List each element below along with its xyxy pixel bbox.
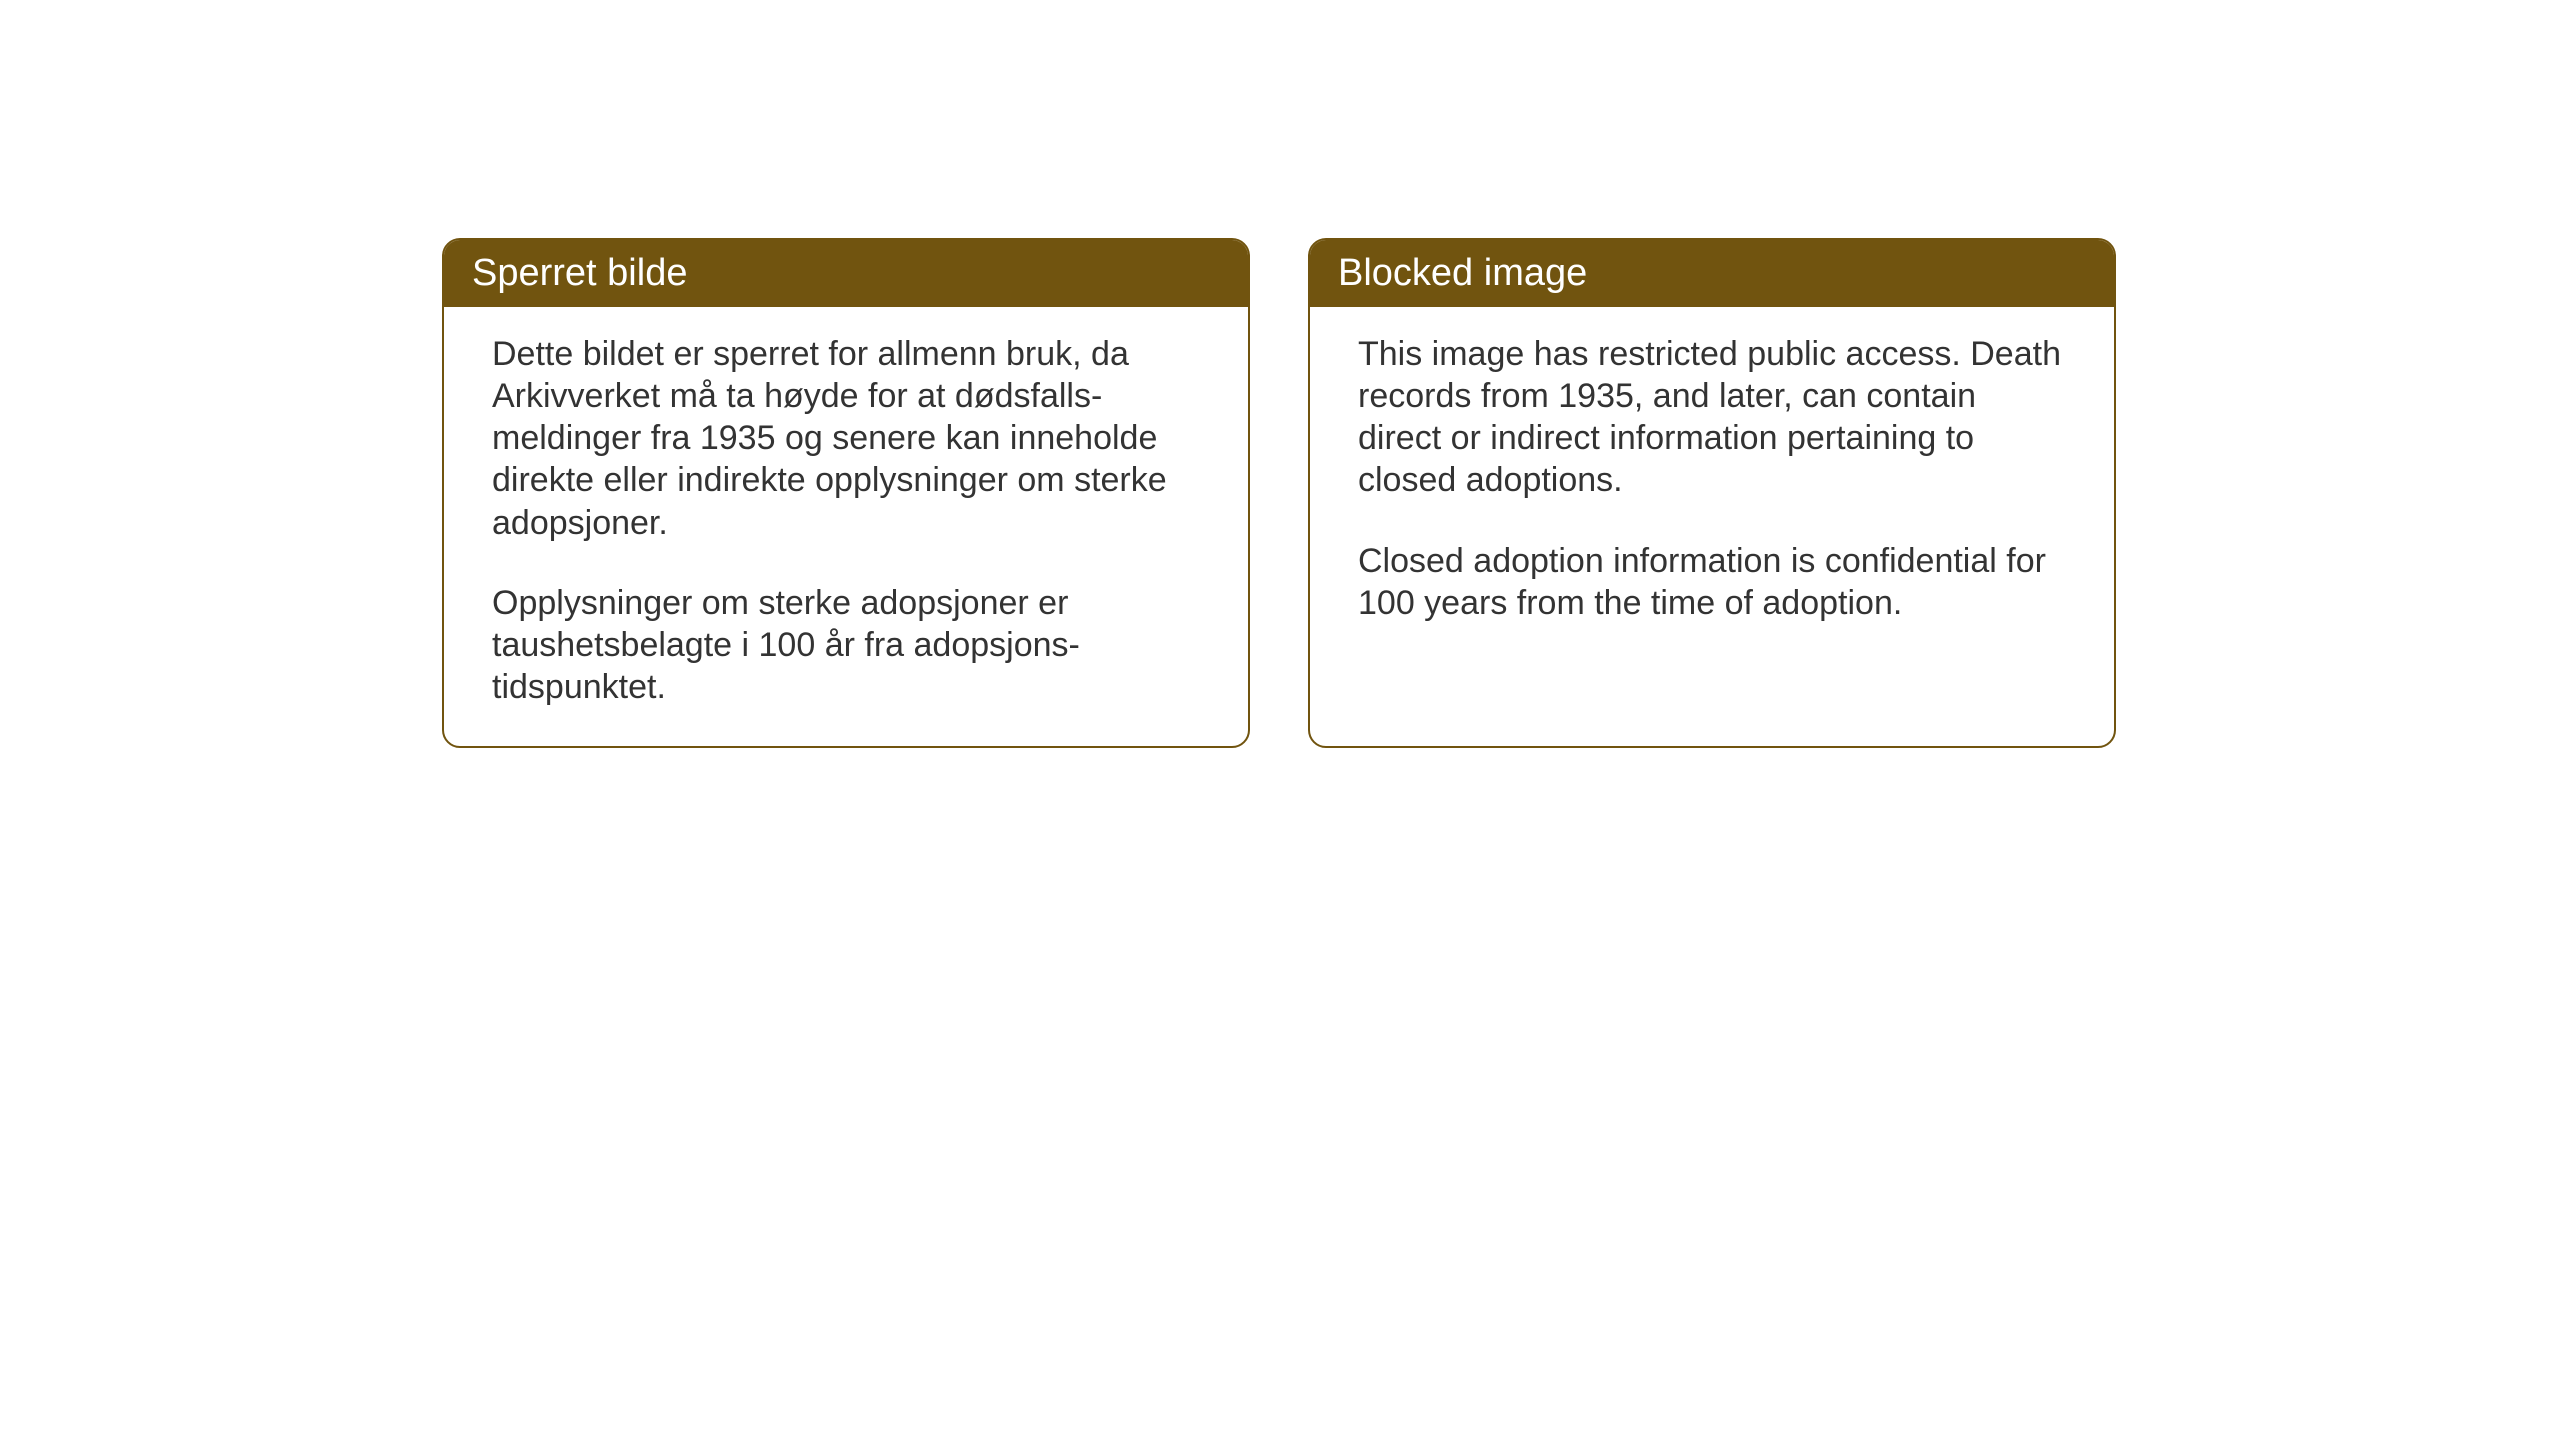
card-header-english: Blocked image	[1310, 240, 2114, 307]
card-header-norwegian: Sperret bilde	[444, 240, 1248, 307]
card-paragraph-1-norwegian: Dette bildet er sperret for allmenn bruk…	[492, 333, 1200, 544]
card-english: Blocked image This image has restricted …	[1308, 238, 2116, 748]
card-paragraph-1-english: This image has restricted public access.…	[1358, 333, 2066, 502]
cards-container: Sperret bilde Dette bildet er sperret fo…	[442, 238, 2116, 748]
card-norwegian: Sperret bilde Dette bildet er sperret fo…	[442, 238, 1250, 748]
card-body-norwegian: Dette bildet er sperret for allmenn bruk…	[444, 307, 1248, 746]
card-paragraph-2-norwegian: Opplysninger om sterke adopsjoner er tau…	[492, 582, 1200, 708]
card-title-english: Blocked image	[1338, 252, 1587, 294]
card-paragraph-2-english: Closed adoption information is confident…	[1358, 540, 2066, 624]
card-body-english: This image has restricted public access.…	[1310, 307, 2114, 746]
card-title-norwegian: Sperret bilde	[472, 252, 687, 294]
